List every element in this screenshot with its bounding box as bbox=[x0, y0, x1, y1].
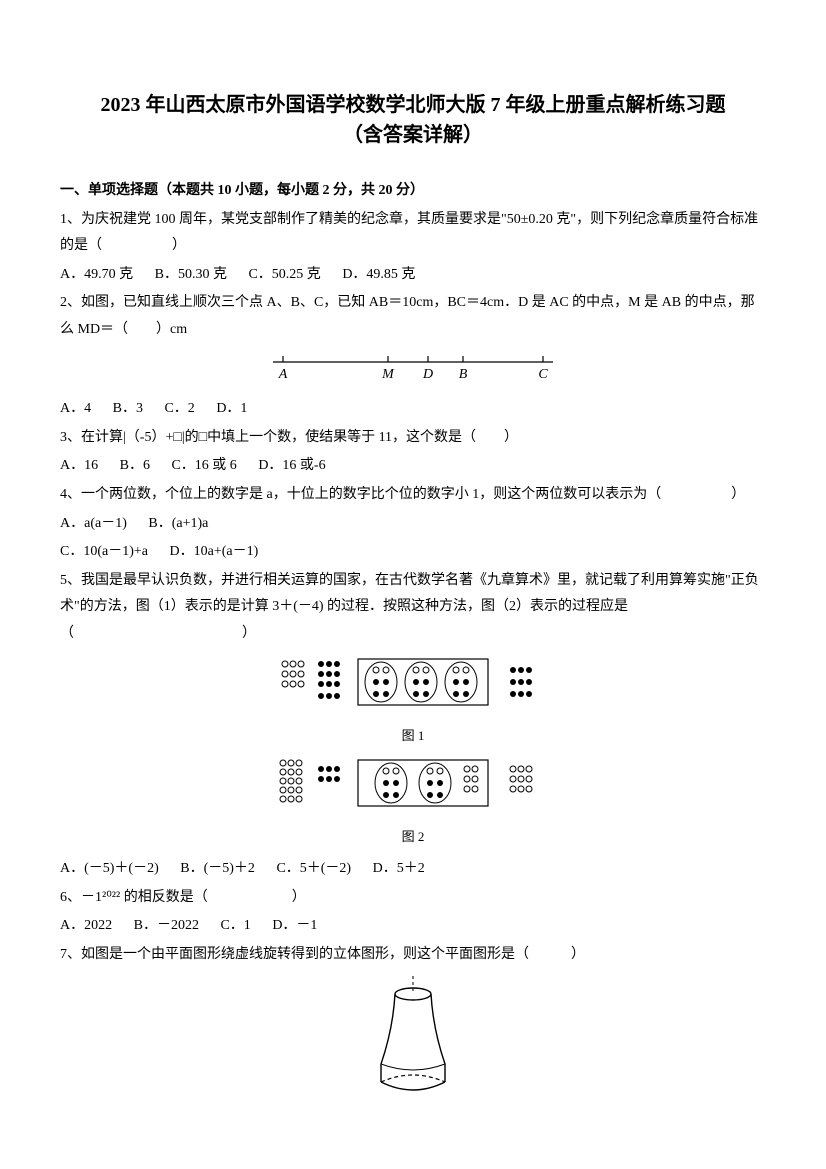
q4-opt-c: C．10(a－1)+a bbox=[60, 539, 148, 566]
q5-opt-d: D．5＋2 bbox=[373, 856, 425, 883]
q5-fig2-label: 图 2 bbox=[60, 825, 766, 850]
question-6: 6、－1²⁰²² 的相反数是（ ） bbox=[60, 885, 766, 912]
q2-opt-a: A．4 bbox=[60, 396, 91, 423]
q6-opt-b: B．－2022 bbox=[134, 913, 199, 940]
q3-opt-b: B．6 bbox=[120, 453, 150, 480]
title-line1: 2023 年山西太原市外国语学校数学北师大版 7 年级上册重点解析练习题 bbox=[60, 90, 766, 120]
q1-opt-a: A．49.70 克 bbox=[60, 262, 133, 289]
solid-revolution-icon bbox=[353, 974, 473, 1104]
q1-stem: 1、为庆祝建党 100 周年，某党支部制作了精美的纪念章，其质量要求是"50±0… bbox=[60, 212, 758, 254]
q2-opt-c: C．2 bbox=[164, 396, 194, 423]
svg-text:D: D bbox=[422, 367, 433, 382]
q3-opt-c: C．16 或 6 bbox=[171, 453, 236, 480]
question-2: 2、如图，已知直线上顺次三个点 A、B、C，已知 AB＝10cm，BC＝4cm．… bbox=[60, 290, 766, 343]
q2-stem: 2、如图，已知直线上顺次三个点 A、B、C，已知 AB＝10cm，BC＝4cm．… bbox=[60, 295, 755, 337]
section-header-1: 一、单项选择题（本题共 10 小题，每小题 2 分，共 20 分） bbox=[60, 178, 766, 205]
q4-options2: C．10(a－1)+a D．10a+(a－1) bbox=[60, 539, 766, 566]
q2-figure: A M D B C bbox=[60, 350, 766, 395]
q4-opt-a: A．a(a－1) bbox=[60, 511, 127, 538]
q5-figure2: 图 2 bbox=[60, 755, 766, 850]
svg-text:C: C bbox=[538, 367, 548, 382]
q4-opt-b: B．(a+1)a bbox=[148, 511, 208, 538]
q5-opt-a: A．(－5)＋(－2) bbox=[60, 856, 159, 883]
q6-options: A．2022 B．－2022 C．1 D．－1 bbox=[60, 913, 766, 940]
q5-opt-c: C．5＋(－2) bbox=[276, 856, 351, 883]
q4-stem: 4、一个两位数，个位上的数字是 a，十位上的数字比个位的数字小 1，则这个两位数… bbox=[60, 487, 745, 502]
question-5: 5、我国是最早认识负数，并进行相关运算的国家，在古代数学名著《九章算术》里，就记… bbox=[60, 568, 766, 648]
title-line2: （含答案详解） bbox=[60, 120, 766, 150]
q2-opt-d: D．1 bbox=[216, 396, 247, 423]
q3-opt-d: D．16 或-6 bbox=[258, 453, 325, 480]
question-1: 1、为庆祝建党 100 周年，某党支部制作了精美的纪念章，其质量要求是"50±0… bbox=[60, 207, 766, 260]
q1-options: A．49.70 克 B．50.30 克 C．50.25 克 D．49.85 克 bbox=[60, 262, 766, 289]
q7-stem: 7、如图是一个由平面图形绕虚线旋转得到的立体图形，则这个平面图形是（ ） bbox=[60, 947, 585, 962]
svg-text:B: B bbox=[459, 367, 468, 382]
q4-opt-d: D．10a+(a－1) bbox=[170, 539, 259, 566]
q3-opt-a: A．16 bbox=[60, 453, 98, 480]
q5-figure1: 图 1 bbox=[60, 654, 766, 749]
question-7: 7、如图是一个由平面图形绕虚线旋转得到的立体图形，则这个平面图形是（ ） bbox=[60, 942, 766, 969]
q5-opt-b: B．(－5)＋2 bbox=[180, 856, 255, 883]
q1-opt-b: B．50.30 克 bbox=[155, 262, 227, 289]
q6-opt-a: A．2022 bbox=[60, 913, 112, 940]
counting-rods-fig1-icon bbox=[263, 654, 563, 714]
q6-opt-c: C．1 bbox=[220, 913, 250, 940]
q2-opt-b: B．3 bbox=[113, 396, 143, 423]
q3-options: A．16 B．6 C．16 或 6 D．16 或-6 bbox=[60, 453, 766, 480]
svg-text:A: A bbox=[278, 367, 288, 382]
q6-opt-d: D．－1 bbox=[272, 913, 317, 940]
question-3: 3、在计算|（-5）+□|的□中填上一个数，使结果等于 11，这个数是（ ） bbox=[60, 425, 766, 452]
q2-options: A．4 B．3 C．2 D．1 bbox=[60, 396, 766, 423]
q6-stem: 6、－1²⁰²² 的相反数是（ ） bbox=[60, 890, 306, 905]
question-4: 4、一个两位数，个位上的数字是 a，十位上的数字比个位的数字小 1，则这个两位数… bbox=[60, 482, 766, 509]
page-title: 2023 年山西太原市外国语学校数学北师大版 7 年级上册重点解析练习题 （含答… bbox=[60, 90, 766, 150]
q5-stem: 5、我国是最早认识负数，并进行相关运算的国家，在古代数学名著《九章算术》里，就记… bbox=[60, 573, 759, 641]
q5-fig1-label: 图 1 bbox=[60, 724, 766, 749]
q5-options: A．(－5)＋(－2) B．(－5)＋2 C．5＋(－2) D．5＋2 bbox=[60, 856, 766, 883]
q1-opt-c: C．50.25 克 bbox=[248, 262, 320, 289]
q1-opt-d: D．49.85 克 bbox=[342, 262, 415, 289]
counting-rods-fig2-icon bbox=[263, 755, 563, 815]
number-line-icon: A M D B C bbox=[253, 350, 573, 384]
q3-stem: 3、在计算|（-5）+□|的□中填上一个数，使结果等于 11，这个数是（ ） bbox=[60, 430, 518, 445]
svg-text:M: M bbox=[381, 367, 395, 382]
q4-options: A．a(a－1) B．(a+1)a bbox=[60, 511, 766, 538]
q7-figure bbox=[60, 974, 766, 1115]
